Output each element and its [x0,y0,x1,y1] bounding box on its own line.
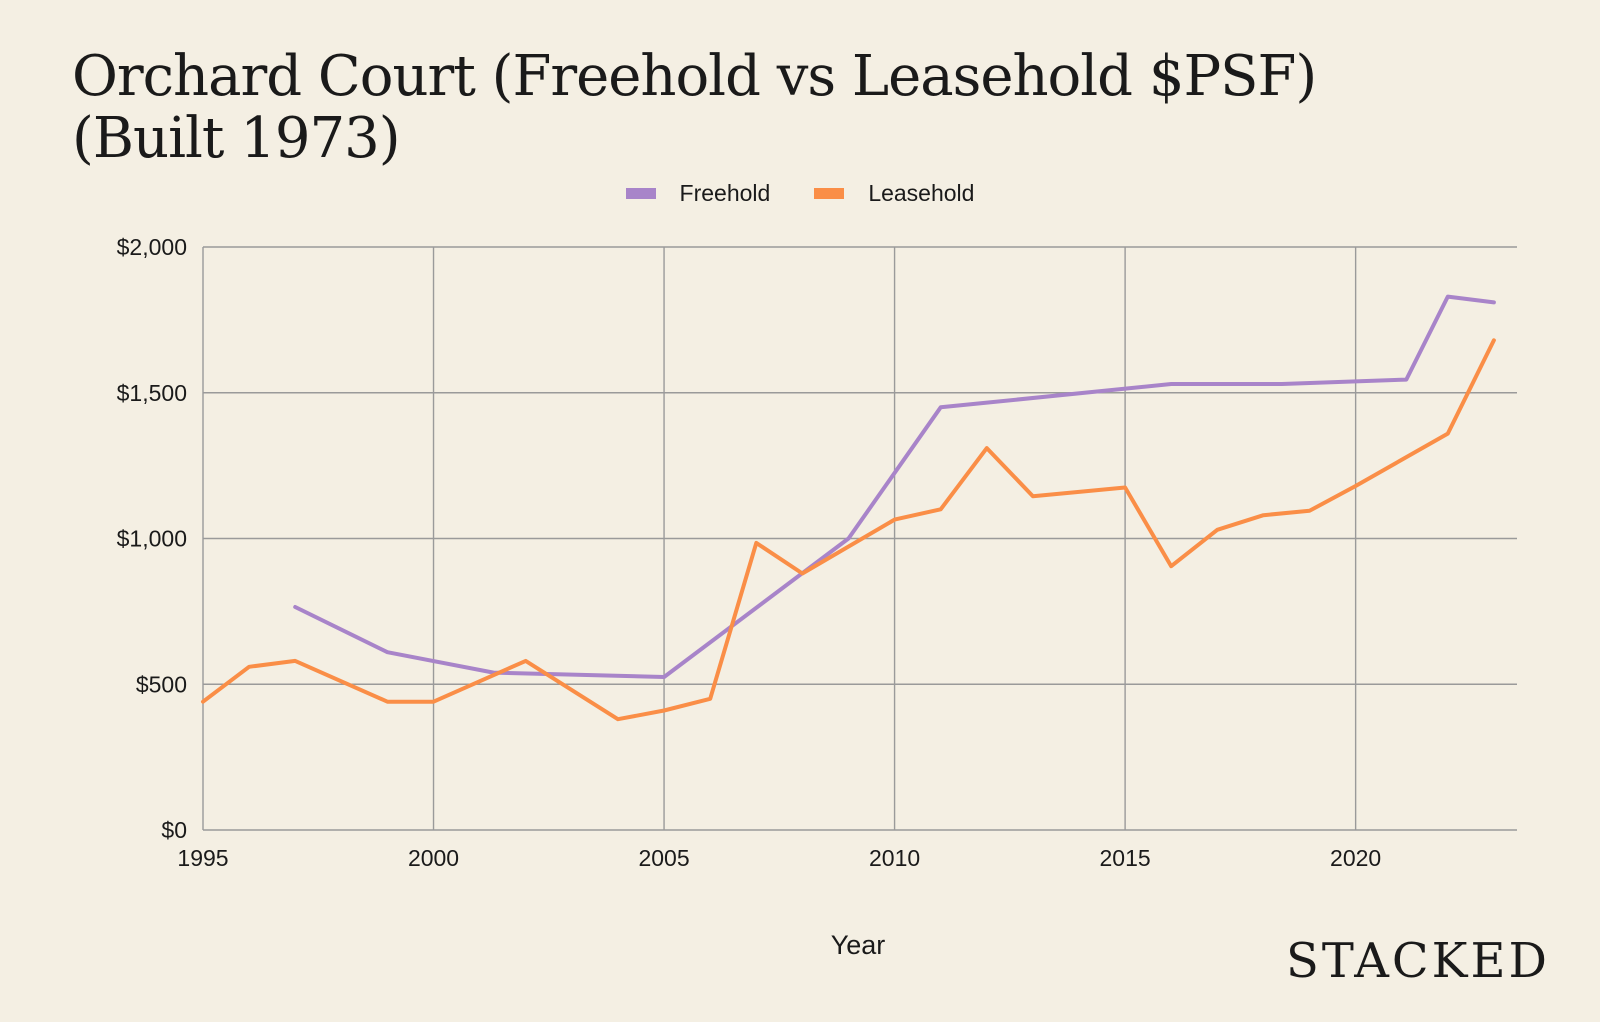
x-axis-label: Year [831,930,886,960]
chart-title: Orchard Court (Freehold vs Leasehold $PS… [72,44,1317,171]
legend-item-freehold[interactable]: Freehold [625,180,771,207]
y-tick-label: $0 [161,817,187,843]
x-tick-label: 1995 [177,845,228,871]
series-line-leasehold [201,338,1496,722]
grid-lines [202,246,1517,831]
legend-label-freehold: Freehold [679,180,771,206]
brand-logo: STACKED [1285,933,1550,989]
x-tick-label: 2015 [1100,845,1151,871]
x-tick-label: 2010 [869,845,920,871]
legend-swatch-freehold [625,188,656,199]
y-tick-label: $1,500 [117,380,187,406]
x-tick-label: 2000 [408,845,459,871]
x-tick-label: 2005 [638,845,689,871]
y-axis-ticks: $0 $500 $1,000 $1,500 $2,000 [117,234,187,843]
x-axis-ticks: 1995 2000 2005 2010 2015 2020 [177,845,1381,871]
chart-title-line: Orchard Court (Freehold vs Leasehold $PS… [72,44,1317,109]
chart-subtitle: (Built 1973) [72,106,401,171]
y-tick-label: $500 [136,671,187,697]
legend-swatch-leasehold [814,188,845,199]
y-tick-label: $1,000 [117,526,187,552]
series-lines [201,294,1496,722]
chart-legend: Freehold Leasehold [0,180,1600,207]
legend-label-leasehold: Leasehold [868,180,975,206]
series-line-freehold [293,294,1496,679]
x-tick-label: 2020 [1330,845,1381,871]
legend-item-leasehold[interactable]: Leasehold [814,180,974,207]
y-tick-label: $2,000 [117,234,187,260]
